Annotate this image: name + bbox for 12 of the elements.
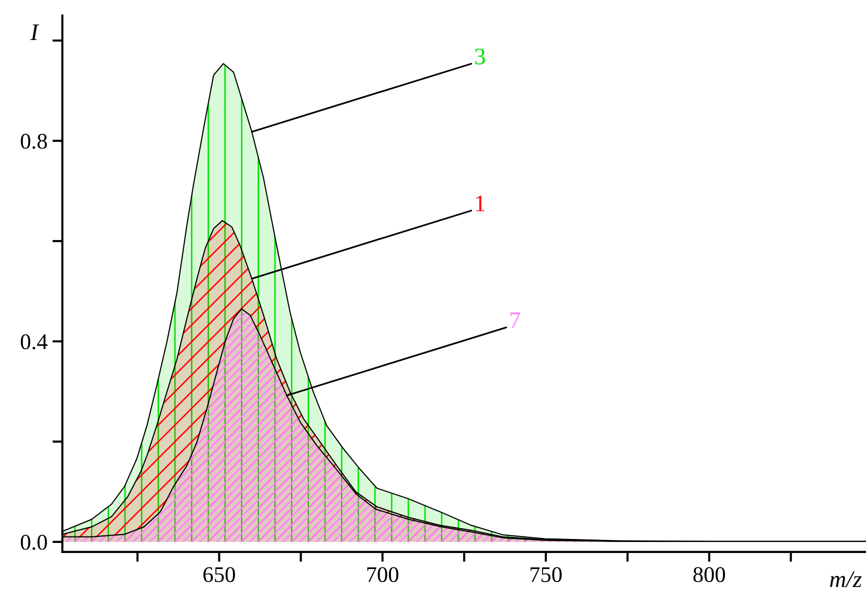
text: 1 — [476, 196, 484, 212]
x-tick-label: 800 — [693, 567, 726, 582]
y-tick-label: 0.4 — [20, 334, 48, 350]
text: 3 — [475, 48, 485, 65]
x-axis-title: m/z — [830, 571, 862, 588]
y-axis-title: I — [30, 24, 40, 40]
x-tick-label: 700 — [367, 567, 398, 582]
y-tick-label: 0.0 — [20, 534, 47, 550]
x-tick-label: 650 — [203, 567, 235, 582]
x-tick-label: 750 — [530, 567, 562, 582]
text: 7 — [510, 312, 520, 328]
y-tick-label: 0.8 — [20, 134, 47, 149]
